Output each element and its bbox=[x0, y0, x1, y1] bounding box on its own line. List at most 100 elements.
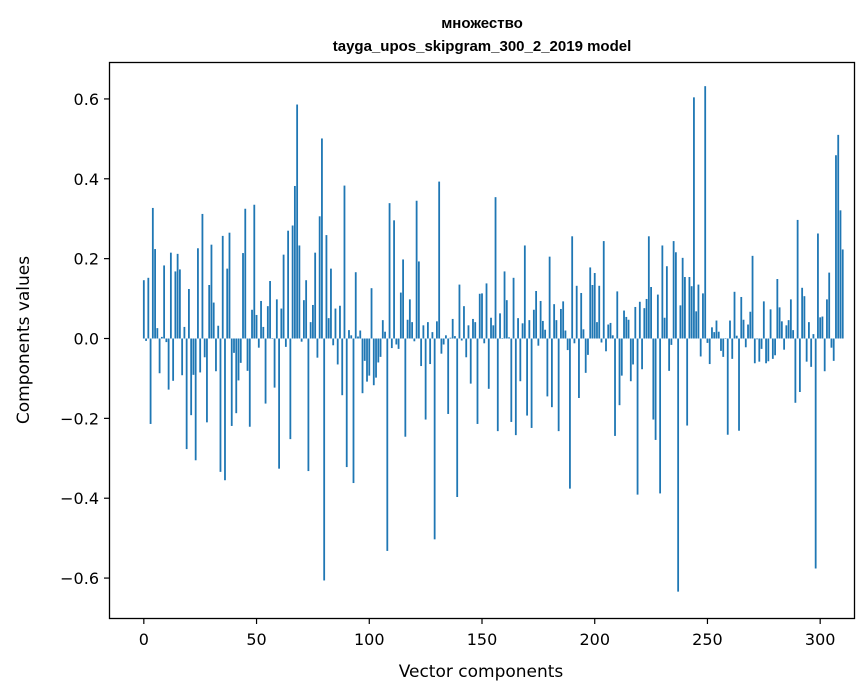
y-tick-label: −0.6 bbox=[60, 569, 99, 588]
bar-95 bbox=[357, 336, 359, 339]
bar-216 bbox=[629, 338, 632, 382]
bar-258 bbox=[724, 338, 727, 339]
bar-26 bbox=[201, 213, 204, 339]
bar-261 bbox=[731, 338, 734, 359]
bar-236 bbox=[674, 252, 677, 339]
bar-137 bbox=[451, 318, 454, 339]
bar-142 bbox=[463, 306, 465, 339]
bar-270 bbox=[751, 255, 754, 339]
bar-140 bbox=[458, 284, 461, 339]
bar-178 bbox=[544, 329, 547, 339]
bar-232 bbox=[665, 266, 668, 339]
chart-title: множество bbox=[441, 15, 523, 32]
bar-59 bbox=[275, 299, 278, 339]
bar-83 bbox=[330, 268, 332, 339]
bar-23 bbox=[194, 338, 197, 461]
bar-51 bbox=[257, 338, 260, 348]
bar-52 bbox=[260, 300, 262, 339]
bar-118 bbox=[408, 299, 411, 339]
bar-297 bbox=[812, 334, 815, 339]
bar-273 bbox=[758, 338, 761, 362]
bar-201 bbox=[596, 322, 598, 339]
bar-221 bbox=[641, 338, 643, 370]
bar-128 bbox=[431, 332, 434, 339]
bar-7 bbox=[158, 338, 161, 374]
bar-75 bbox=[312, 304, 314, 339]
bar-164 bbox=[512, 277, 515, 339]
bar-306 bbox=[832, 338, 835, 361]
bar-61 bbox=[280, 308, 283, 339]
bar-45 bbox=[244, 208, 247, 339]
bar-308 bbox=[837, 134, 840, 339]
bar-296 bbox=[810, 338, 813, 367]
bar-298 bbox=[814, 338, 817, 569]
x-tick-label: 100 bbox=[354, 630, 385, 649]
bar-33 bbox=[217, 325, 220, 339]
bar-234 bbox=[670, 338, 673, 345]
bar-22 bbox=[192, 338, 195, 375]
bar-215 bbox=[627, 319, 630, 339]
chart-subtitle: tayga_upos_skipgram_300_2_2019 model bbox=[333, 38, 632, 55]
bar-219 bbox=[636, 338, 639, 495]
bar-269 bbox=[749, 311, 752, 339]
bar-139 bbox=[456, 338, 459, 498]
bar-144 bbox=[467, 325, 470, 339]
bar-259 bbox=[726, 338, 729, 435]
bar-18 bbox=[183, 326, 186, 339]
bar-172 bbox=[530, 338, 533, 428]
bar-200 bbox=[593, 273, 596, 339]
bar-1 bbox=[145, 338, 147, 341]
bar-248 bbox=[702, 293, 704, 339]
bar-176 bbox=[539, 300, 542, 339]
bar-159 bbox=[501, 338, 504, 339]
bar-88 bbox=[341, 338, 344, 396]
bar-161 bbox=[505, 300, 508, 339]
bar-307 bbox=[835, 155, 837, 339]
bar-199 bbox=[591, 285, 594, 339]
x-axis-ticks: 0 50 100 150 200 250 300 bbox=[139, 618, 835, 649]
bar-107 bbox=[384, 331, 386, 339]
bar-169 bbox=[523, 245, 526, 339]
bar-132 bbox=[440, 338, 443, 354]
bar-11 bbox=[167, 338, 170, 390]
bar-188 bbox=[566, 338, 569, 351]
bar-254 bbox=[715, 320, 718, 339]
bar-16 bbox=[178, 269, 181, 339]
bar-245 bbox=[695, 311, 698, 339]
bar-262 bbox=[733, 291, 736, 339]
x-axis-label: Vector components bbox=[399, 662, 564, 682]
y-tick-label: 0.6 bbox=[74, 90, 99, 109]
bar-58 bbox=[273, 338, 276, 388]
bar-71 bbox=[302, 300, 305, 339]
bar-6 bbox=[156, 328, 159, 339]
bar-266 bbox=[742, 319, 745, 339]
bar-101 bbox=[370, 288, 373, 339]
plot-frame bbox=[108, 61, 856, 620]
bar-304 bbox=[828, 272, 831, 339]
bar-155 bbox=[492, 325, 495, 339]
bar-249 bbox=[704, 86, 707, 339]
bar-32 bbox=[215, 338, 217, 372]
bar-100 bbox=[368, 338, 371, 376]
bar-229 bbox=[659, 338, 662, 494]
bar-213 bbox=[623, 310, 625, 339]
bar-195 bbox=[582, 329, 585, 339]
bar-303 bbox=[826, 299, 828, 339]
bar-294 bbox=[805, 338, 808, 362]
bar-227 bbox=[654, 338, 657, 440]
bar-274 bbox=[760, 338, 763, 349]
bar-2 bbox=[147, 277, 150, 339]
bar-305 bbox=[830, 338, 833, 348]
bar-72 bbox=[305, 280, 308, 339]
bar-193 bbox=[578, 338, 580, 398]
bar-10 bbox=[165, 338, 168, 343]
bar-223 bbox=[645, 298, 648, 339]
bar-49 bbox=[253, 204, 256, 339]
bar-238 bbox=[679, 305, 682, 339]
bar-275 bbox=[762, 301, 765, 339]
bar-292 bbox=[801, 287, 804, 339]
bar-163 bbox=[510, 338, 513, 422]
bar-244 bbox=[693, 97, 695, 339]
bar-105 bbox=[379, 338, 382, 357]
bar-148 bbox=[476, 338, 479, 424]
